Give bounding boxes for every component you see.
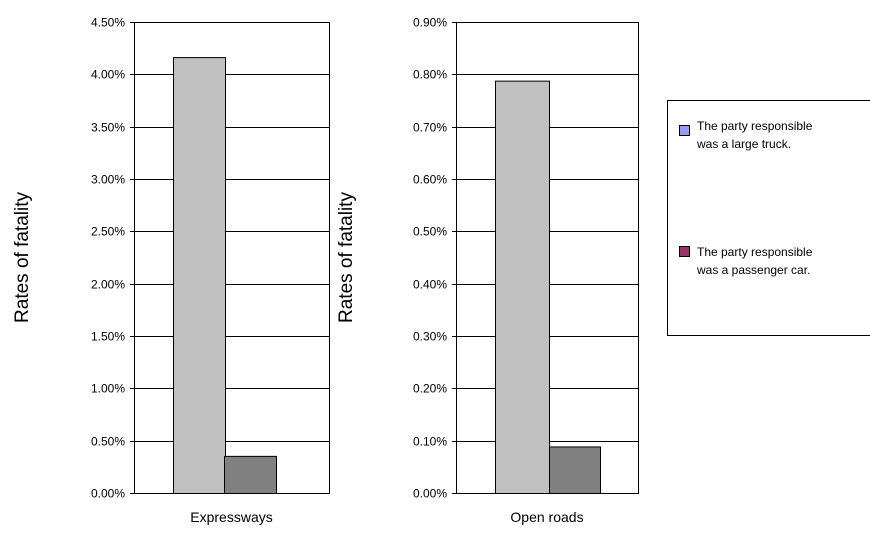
y-tick-label: 0.20% <box>413 382 447 396</box>
y-tick-label: 0.00% <box>91 487 125 501</box>
y-tick-label: 0.60% <box>413 173 447 187</box>
y-tick-label: 3.50% <box>91 121 125 135</box>
legend-label-large-truck: The party responsible was a large truck. <box>697 117 867 153</box>
x-axis-label: Open roads <box>510 509 583 525</box>
y-tick-label: 0.50% <box>413 225 447 239</box>
y-tick-label: 0.50% <box>91 435 125 449</box>
bar-passenger-car <box>549 446 601 494</box>
y-tick-label: 0.30% <box>413 330 447 344</box>
legend-swatch-passenger-car <box>679 246 690 257</box>
legend-swatch-large-truck <box>679 125 690 136</box>
y-tick-label: 2.00% <box>91 278 125 292</box>
y-tick-label: 1.00% <box>91 382 125 396</box>
x-axis-label: Expressways <box>190 509 272 525</box>
y-axis-title: Rates of fatality <box>336 192 357 323</box>
legend-label-line2: was a large truck. <box>697 137 792 151</box>
y-tick-label: 0.90% <box>413 16 447 30</box>
y-axis-title: Rates of fatality <box>12 192 33 323</box>
y-tick-label: 0.10% <box>413 435 447 449</box>
y-tick-label: 4.00% <box>91 68 125 82</box>
chart-panel-open-roads: 0.00% 0.10% 0.20% 0.30% 0.40% 0.50% 0.60% 0.70%… <box>336 16 639 525</box>
chart-panel-expressways: 0.00% 0.50% 1.00% 1.50% 2.00% 2.50% 3.00% 3.50%… <box>12 16 330 525</box>
y-tick-label: 0.80% <box>413 68 447 82</box>
legend-label-line1: The party responsible <box>697 245 813 259</box>
y-tick-label: 0.40% <box>413 278 447 292</box>
bar-large-truck <box>173 57 226 494</box>
y-tick-label: 0.00% <box>413 487 447 501</box>
legend-label-passenger-car: The party responsible was a passenger ca… <box>697 243 867 279</box>
y-tick-label: 1.50% <box>91 330 125 344</box>
y-tick-label: 2.50% <box>91 225 125 239</box>
y-tick-label: 4.50% <box>91 16 125 30</box>
y-tick-label: 0.70% <box>413 121 447 135</box>
bar-large-truck <box>495 80 550 495</box>
chart-legend: The party responsible was a large truck.… <box>667 100 870 336</box>
legend-label-line2: was a passenger car. <box>697 263 811 277</box>
y-tick-label: 3.00% <box>91 173 125 187</box>
plot-area <box>134 22 330 494</box>
legend-label-line1: The party responsible <box>697 119 813 133</box>
bar-passenger-car <box>224 455 277 495</box>
